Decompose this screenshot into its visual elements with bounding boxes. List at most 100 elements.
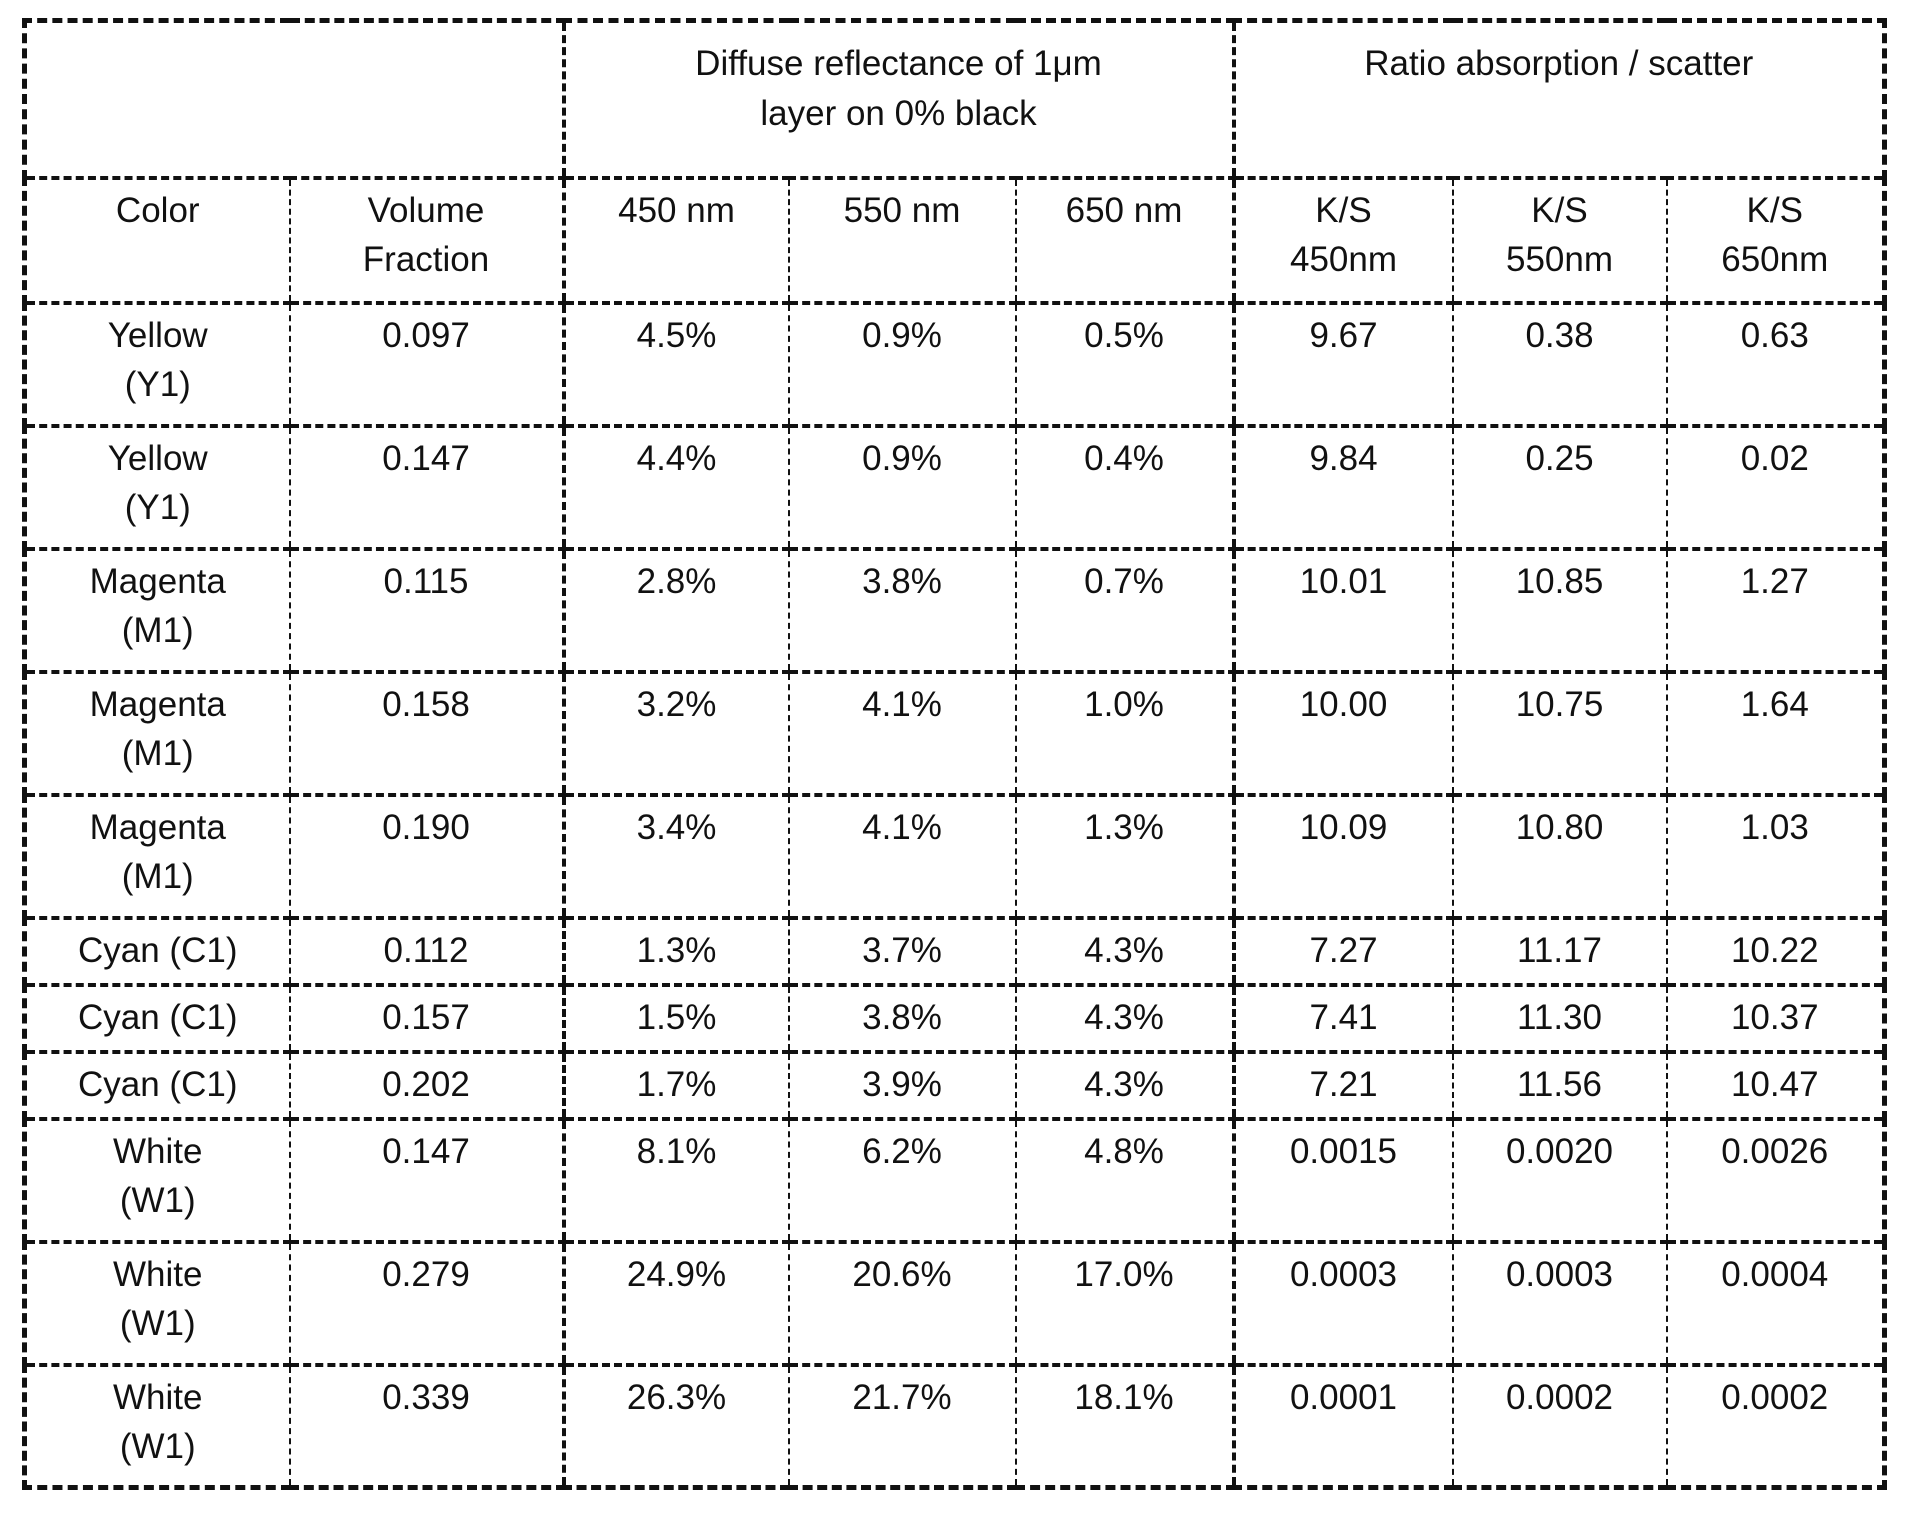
cell-ks-550nm: 11.30	[1451, 982, 1668, 1054]
cell-ks-450nm: 10.09	[1231, 792, 1454, 920]
cell-reflectance-650nm: 0.5%	[1014, 300, 1235, 428]
cell-reflectance-550nm: 4.1%	[787, 669, 1017, 797]
cell-ks-550nm: 0.25	[1451, 423, 1668, 551]
column-header-ks-650nm: K/S 650nm	[1665, 175, 1886, 305]
cell-ks-450nm: 7.21	[1231, 1049, 1454, 1121]
table-row: Cyan (C1) 0.157 1.5% 3.8% 4.3% 7.41 11.30 10.37	[23, 982, 1886, 1054]
cell-reflectance-450nm: 4.4%	[561, 423, 790, 551]
cell-reflectance-550nm: 0.9%	[787, 300, 1017, 428]
cell-ks-450nm: 9.84	[1231, 423, 1454, 551]
cell-reflectance-650nm: 0.7%	[1014, 546, 1235, 674]
cell-ks-450nm: 10.01	[1231, 546, 1454, 674]
cell-reflectance-650nm: 4.3%	[1014, 915, 1235, 987]
table-row: White (W1) 0.339 26.3% 21.7% 18.1% 0.0001 0.00…	[23, 1362, 1886, 1490]
cell-volume-fraction: 0.279	[288, 1239, 565, 1367]
patent-table-figure: Diffuse reflectance of 1μm layer on 0% b…	[22, 18, 1887, 1490]
table-row: Cyan (C1) 0.112 1.3% 3.7% 4.3% 7.27 11.17 10.22	[23, 915, 1886, 987]
corner-empty-cell	[23, 18, 565, 180]
reflectance-table: Diffuse reflectance of 1μm layer on 0% b…	[22, 18, 1887, 1490]
column-header-550nm: 550 nm	[787, 175, 1017, 305]
table-row: White (W1) 0.279 24.9% 20.6% 17.0% 0.0003 0.00…	[23, 1239, 1886, 1367]
table-row: Cyan (C1) 0.202 1.7% 3.9% 4.3% 7.21 11.56 10.47	[23, 1049, 1886, 1121]
group-header-ratio-absorption-scatter: Ratio absorption / scatter	[1231, 18, 1886, 180]
cell-color: Magenta (M1)	[23, 792, 291, 920]
table-row: White (W1) 0.147 8.1% 6.2% 4.8% 0.0015 0.0020 0…	[23, 1116, 1886, 1244]
cell-color: White (W1)	[23, 1239, 291, 1367]
cell-reflectance-450nm: 26.3%	[561, 1362, 790, 1490]
cell-reflectance-650nm: 0.4%	[1014, 423, 1235, 551]
cell-color: Magenta (M1)	[23, 546, 291, 674]
cell-ks-550nm: 10.80	[1451, 792, 1668, 920]
table-row: Magenta (M1) 0.190 3.4% 4.1% 1.3% 10.09 10.80 1…	[23, 792, 1886, 920]
cell-volume-fraction: 0.202	[288, 1049, 565, 1121]
cell-reflectance-450nm: 3.4%	[561, 792, 790, 920]
cell-ks-650nm: 10.37	[1665, 982, 1886, 1054]
cell-ks-650nm: 1.03	[1665, 792, 1886, 920]
cell-ks-550nm: 10.85	[1451, 546, 1668, 674]
cell-color: Cyan (C1)	[23, 915, 291, 987]
cell-ks-550nm: 0.0003	[1451, 1239, 1668, 1367]
cell-color: White (W1)	[23, 1116, 291, 1244]
column-header-color: Color	[23, 175, 291, 305]
cell-reflectance-450nm: 2.8%	[561, 546, 790, 674]
cell-reflectance-550nm: 3.7%	[787, 915, 1017, 987]
group-header-diffuse-reflectance: Diffuse reflectance of 1μm layer on 0% b…	[561, 18, 1235, 180]
cell-ks-450nm: 0.0001	[1231, 1362, 1454, 1490]
cell-reflectance-550nm: 3.8%	[787, 546, 1017, 674]
table-row: Magenta (M1) 0.158 3.2% 4.1% 1.0% 10.00 10.75 1…	[23, 669, 1886, 797]
cell-reflectance-650nm: 4.8%	[1014, 1116, 1235, 1244]
cell-reflectance-650nm: 4.3%	[1014, 1049, 1235, 1121]
cell-ks-450nm: 0.0003	[1231, 1239, 1454, 1367]
column-header-ks-450nm: K/S 450nm	[1231, 175, 1454, 305]
cell-reflectance-450nm: 1.5%	[561, 982, 790, 1054]
cell-reflectance-450nm: 1.7%	[561, 1049, 790, 1121]
cell-ks-550nm: 0.0002	[1451, 1362, 1668, 1490]
cell-ks-650nm: 0.0002	[1665, 1362, 1886, 1490]
cell-ks-450nm: 0.0015	[1231, 1116, 1454, 1244]
cell-volume-fraction: 0.147	[288, 423, 565, 551]
cell-ks-650nm: 0.0026	[1665, 1116, 1886, 1244]
column-header-ks-550nm: K/S 550nm	[1451, 175, 1668, 305]
cell-reflectance-550nm: 20.6%	[787, 1239, 1017, 1367]
cell-color: Yellow (Y1)	[23, 423, 291, 551]
table-row: Magenta (M1) 0.115 2.8% 3.8% 0.7% 10.01 10.85 1…	[23, 546, 1886, 674]
cell-reflectance-650nm: 18.1%	[1014, 1362, 1235, 1490]
cell-ks-450nm: 7.41	[1231, 982, 1454, 1054]
cell-volume-fraction: 0.158	[288, 669, 565, 797]
table-row: Yellow (Y1) 0.097 4.5% 0.9% 0.5% 9.67 0.38 0.63	[23, 300, 1886, 428]
cell-color: Cyan (C1)	[23, 1049, 291, 1121]
cell-reflectance-650nm: 17.0%	[1014, 1239, 1235, 1367]
column-header-450nm: 450 nm	[561, 175, 790, 305]
cell-ks-650nm: 0.63	[1665, 300, 1886, 428]
cell-ks-650nm: 10.22	[1665, 915, 1886, 987]
cell-reflectance-450nm: 24.9%	[561, 1239, 790, 1367]
cell-reflectance-650nm: 4.3%	[1014, 982, 1235, 1054]
cell-color: Yellow (Y1)	[23, 300, 291, 428]
cell-ks-550nm: 0.38	[1451, 300, 1668, 428]
cell-reflectance-550nm: 3.8%	[787, 982, 1017, 1054]
cell-color: Magenta (M1)	[23, 669, 291, 797]
cell-volume-fraction: 0.097	[288, 300, 565, 428]
cell-volume-fraction: 0.157	[288, 982, 565, 1054]
cell-ks-650nm: 10.47	[1665, 1049, 1886, 1121]
cell-ks-550nm: 10.75	[1451, 669, 1668, 797]
cell-ks-450nm: 10.00	[1231, 669, 1454, 797]
cell-reflectance-450nm: 4.5%	[561, 300, 790, 428]
cell-ks-650nm: 1.27	[1665, 546, 1886, 674]
cell-reflectance-550nm: 0.9%	[787, 423, 1017, 551]
cell-volume-fraction: 0.147	[288, 1116, 565, 1244]
cell-ks-650nm: 0.0004	[1665, 1239, 1886, 1367]
group-header-row: Diffuse reflectance of 1μm layer on 0% b…	[23, 18, 1886, 180]
cell-ks-550nm: 11.17	[1451, 915, 1668, 987]
cell-ks-550nm: 11.56	[1451, 1049, 1668, 1121]
cell-color: White (W1)	[23, 1362, 291, 1490]
cell-reflectance-550nm: 4.1%	[787, 792, 1017, 920]
cell-color: Cyan (C1)	[23, 982, 291, 1054]
cell-reflectance-550nm: 21.7%	[787, 1362, 1017, 1490]
cell-ks-450nm: 9.67	[1231, 300, 1454, 428]
cell-reflectance-550nm: 3.9%	[787, 1049, 1017, 1121]
cell-volume-fraction: 0.190	[288, 792, 565, 920]
table-row: Yellow (Y1) 0.147 4.4% 0.9% 0.4% 9.84 0.25 0.02	[23, 423, 1886, 551]
cell-ks-450nm: 7.27	[1231, 915, 1454, 987]
cell-reflectance-650nm: 1.3%	[1014, 792, 1235, 920]
